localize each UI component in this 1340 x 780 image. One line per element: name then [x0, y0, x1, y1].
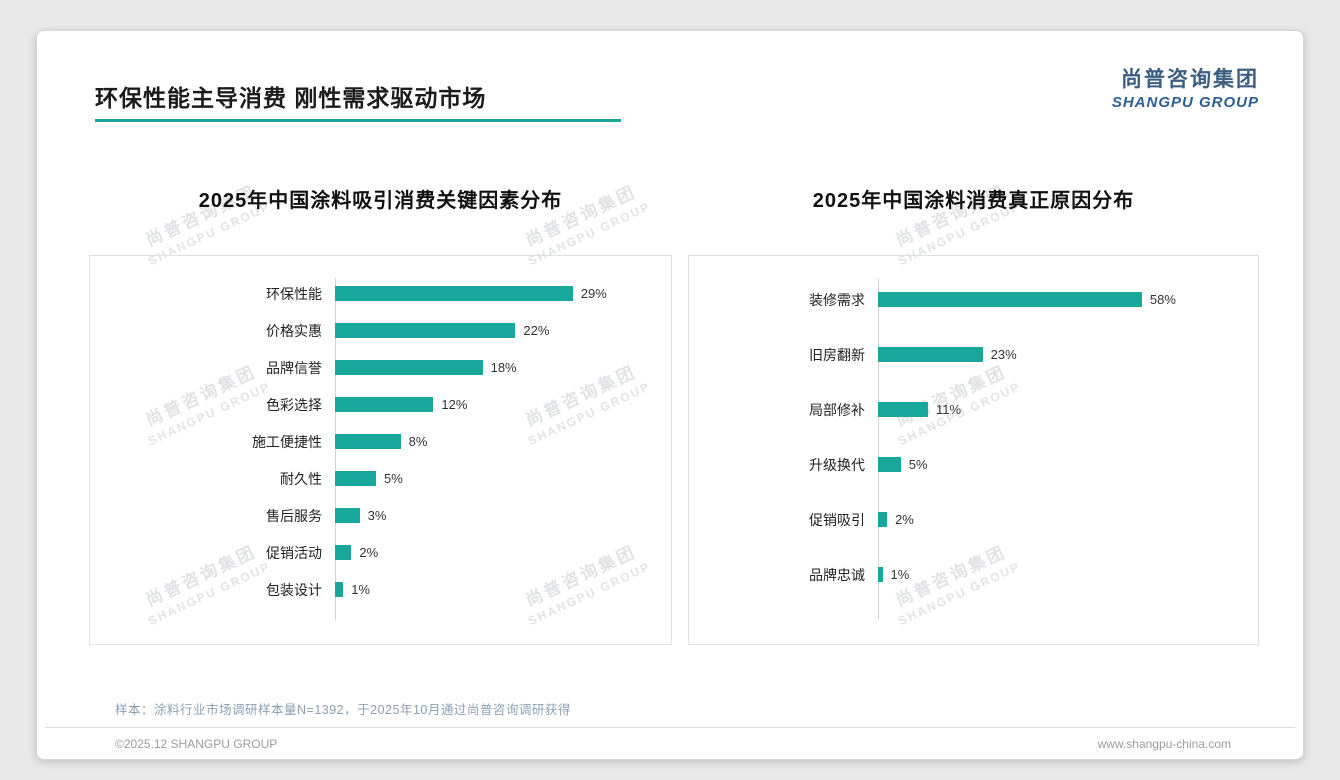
- bar: [335, 434, 401, 449]
- bar-category-label: 升级换代: [808, 456, 865, 473]
- bar-row: 施工便捷性 8%: [90, 432, 671, 451]
- title-underline: [95, 119, 621, 122]
- bar: [335, 508, 360, 523]
- bar-track: 22%: [335, 323, 671, 338]
- bar-value-label: 2%: [359, 545, 379, 560]
- page-title: 环保性能主导消费 刚性需求驱动市场: [95, 85, 487, 111]
- copyright-text: ©2025.12 SHANGPU GROUP: [115, 737, 278, 751]
- bar-value-label: 5%: [384, 471, 403, 486]
- bar-value-label: 5%: [908, 457, 928, 472]
- bar-row: 装修需求 58%: [689, 290, 1258, 309]
- bar-row: 色彩选择 12%: [90, 395, 671, 414]
- bar-category-label: 施工便捷性: [252, 433, 322, 450]
- bar: [335, 471, 376, 486]
- bar-category-label: 售后服务: [266, 507, 322, 524]
- bar: [877, 347, 983, 362]
- bar-value-label: 23%: [990, 347, 1017, 362]
- bar-category-label: 旧房翻新: [808, 346, 865, 363]
- bar-category-label: 促销活动: [266, 544, 322, 561]
- bar-row: 耐久性 5%: [90, 469, 671, 488]
- bar: [335, 286, 573, 301]
- footer-bar: ©2025.12 SHANGPU GROUP www.shangpu-china…: [45, 727, 1295, 751]
- bar-track: 11%: [877, 402, 1258, 417]
- slide-card: 尚普咨询集团 SHANGPU GROUP 尚普咨询集团 SHANGPU GROUP 尚普…: [36, 30, 1304, 760]
- bar-row: 价格实惠 22%: [90, 321, 671, 340]
- bar-value-label: 58%: [1149, 292, 1176, 307]
- bar-row: 升级换代 5%: [689, 455, 1258, 474]
- bar: [335, 582, 344, 597]
- slide-content: 环保性能主导消费 刚性需求驱动市场 尚普咨询集团 SHANGPU GROUP 2…: [37, 31, 1303, 759]
- bar-row: 售后服务 3%: [90, 506, 671, 525]
- bar-category-label: 色彩选择: [266, 396, 322, 413]
- bar-track: 12%: [335, 397, 671, 412]
- bar-category-label: 耐久性: [280, 470, 322, 487]
- bar-track: 8%: [335, 434, 671, 449]
- bar-row: 品牌信誉 18%: [90, 358, 671, 377]
- bar-value-label: 1%: [351, 582, 370, 597]
- bar-rows-right: 装修需求 58% 旧房翻新 23% 局部修补 11% 升级换代 5% 促销吸引 2% 品牌忠诚 1%: [689, 256, 1258, 584]
- bar-rows-left: 环保性能 29% 价格实惠 22% 品牌信誉 18% 色彩选择 12% 施工便捷性 8% 耐久性 5%…: [90, 256, 671, 599]
- bar-category-label: 装修需求: [808, 291, 865, 308]
- bar-row: 旧房翻新 23%: [689, 345, 1258, 364]
- bar-track: 2%: [877, 512, 1258, 527]
- bar: [877, 292, 1142, 307]
- bar-track: 5%: [877, 457, 1258, 472]
- title-block: 环保性能主导消费 刚性需求驱动市场: [95, 79, 621, 122]
- bar-row: 品牌忠诚 1%: [689, 565, 1258, 584]
- website-text: www.shangpu-china.com: [1097, 737, 1231, 751]
- bar: [877, 512, 888, 527]
- chart-panel-left: 2025年中国涂料吸引消费关键因素分布 环保性能 29% 价格实惠 22% 品牌信誉 18…: [89, 184, 672, 645]
- bar-value-label: 22%: [523, 323, 550, 338]
- bar-track: 18%: [335, 360, 671, 375]
- logo-text-en: SHANGPU GROUP: [1111, 94, 1259, 111]
- bar-value-label: 12%: [441, 397, 468, 412]
- bar-category-label: 品牌忠诚: [808, 566, 865, 583]
- bar-category-label: 促销吸引: [808, 511, 865, 528]
- charts-row: 2025年中国涂料吸引消费关键因素分布 环保性能 29% 价格实惠 22% 品牌信誉 18…: [89, 184, 1259, 645]
- chart-box-right: 装修需求 58% 旧房翻新 23% 局部修补 11% 升级换代 5% 促销吸引 2% 品牌忠诚 1%: [687, 255, 1259, 645]
- bar-track: 58%: [877, 292, 1258, 307]
- bar: [335, 360, 483, 375]
- bar-track: 5%: [335, 471, 671, 486]
- chart-title-left: 2025年中国涂料吸引消费关键因素分布: [198, 190, 563, 212]
- bar-value-label: 1%: [890, 567, 910, 582]
- bar-row: 促销吸引 2%: [689, 510, 1258, 529]
- bar-row: 局部修补 11%: [689, 400, 1258, 419]
- chart-box-left: 环保性能 29% 价格实惠 22% 品牌信誉 18% 色彩选择 12% 施工便捷性 8% 耐久性 5%…: [89, 255, 672, 645]
- bar-row: 环保性能 29%: [90, 284, 671, 303]
- axis-line: [335, 278, 336, 620]
- bar-category-label: 包装设计: [266, 581, 322, 598]
- bar-row: 包装设计 1%: [90, 580, 671, 599]
- bar-track: 23%: [877, 347, 1258, 362]
- header: 环保性能主导消费 刚性需求驱动市场 尚普咨询集团 SHANGPU GROUP: [95, 68, 1259, 122]
- bar-value-label: 29%: [580, 286, 607, 301]
- bar-value-label: 3%: [367, 508, 387, 523]
- chart-title-right: 2025年中国涂料消费真正原因分布: [812, 190, 1135, 212]
- bar-track: 3%: [335, 508, 671, 523]
- bar-track: 29%: [335, 286, 671, 301]
- bar-track: 1%: [877, 567, 1258, 582]
- bar-category-label: 品牌信誉: [266, 359, 322, 376]
- bar-track: 1%: [335, 582, 671, 597]
- bar-category-label: 局部修补: [808, 401, 865, 418]
- axis-line: [877, 278, 879, 620]
- bar: [335, 545, 352, 560]
- bar: [877, 457, 901, 472]
- bar-value-label: 11%: [936, 402, 962, 417]
- bar-category-label: 价格实惠: [266, 322, 322, 339]
- bar-track: 2%: [335, 545, 671, 560]
- bar: [877, 402, 929, 417]
- chart-panel-right: 2025年中国涂料消费真正原因分布 装修需求 58% 旧房翻新 23% 局部修补 11% 升…: [687, 184, 1259, 645]
- company-logo: 尚普咨询集团 SHANGPU GROUP: [1112, 63, 1259, 111]
- bar: [335, 397, 434, 412]
- logo-text-cn: 尚普咨询集团: [1121, 68, 1259, 91]
- sample-note: 样本：涂料行业市场调研样本量N=1392，于2025年10月通过尚普咨询调研获得: [115, 703, 571, 717]
- bar-category-label: 环保性能: [266, 285, 322, 302]
- bar: [335, 323, 516, 338]
- bar-row: 促销活动 2%: [90, 543, 671, 562]
- bar-value-label: 8%: [408, 434, 428, 449]
- bar-value-label: 2%: [895, 512, 914, 527]
- bar: [877, 567, 883, 582]
- bar-value-label: 18%: [490, 360, 517, 375]
